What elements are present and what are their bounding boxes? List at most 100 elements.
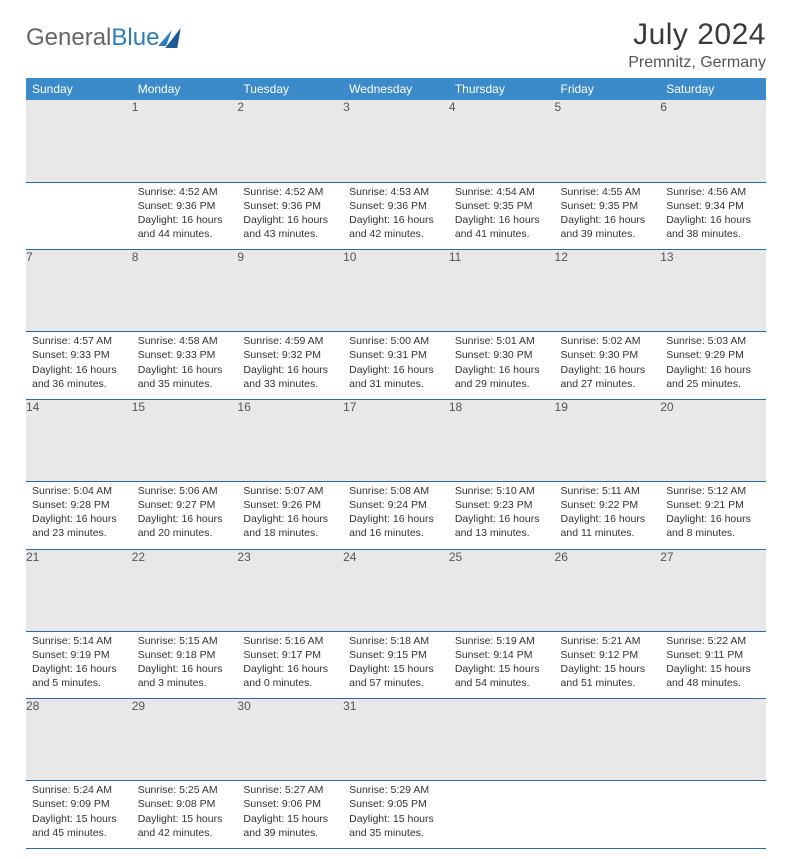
day-cell: Sunrise: 4:52 AMSunset: 9:36 PMDaylight:…: [237, 182, 343, 250]
sunrise-text: Sunrise: 4:57 AM: [32, 334, 126, 348]
daylight-text: Daylight: 15 hours and 35 minutes.: [349, 812, 443, 840]
day-number: 3: [343, 100, 449, 182]
sunset-text: Sunset: 9:34 PM: [666, 199, 760, 213]
day-detail: Sunrise: 5:18 AMSunset: 9:15 PMDaylight:…: [343, 632, 449, 695]
daylight-text: Daylight: 15 hours and 48 minutes.: [666, 662, 760, 690]
sunset-text: Sunset: 9:30 PM: [455, 348, 549, 362]
day-cell: Sunrise: 5:14 AMSunset: 9:19 PMDaylight:…: [26, 631, 132, 699]
sunrise-text: Sunrise: 5:01 AM: [455, 334, 549, 348]
day-cell: [660, 781, 766, 849]
day-number: [26, 100, 132, 182]
day-number: 12: [555, 250, 661, 332]
day-cell: [555, 781, 661, 849]
day-detail: Sunrise: 4:54 AMSunset: 9:35 PMDaylight:…: [449, 183, 555, 246]
day-number: 4: [449, 100, 555, 182]
day-cell: [449, 781, 555, 849]
sunset-text: Sunset: 9:18 PM: [138, 648, 232, 662]
day-detail: Sunrise: 4:52 AMSunset: 9:36 PMDaylight:…: [132, 183, 238, 246]
sunrise-text: Sunrise: 5:19 AM: [455, 634, 549, 648]
sunrise-text: Sunrise: 5:21 AM: [561, 634, 655, 648]
day-cell: Sunrise: 5:08 AMSunset: 9:24 PMDaylight:…: [343, 481, 449, 549]
daylight-text: Daylight: 16 hours and 11 minutes.: [561, 512, 655, 540]
logo: GeneralBlue: [26, 18, 179, 52]
day-cell: Sunrise: 5:07 AMSunset: 9:26 PMDaylight:…: [237, 481, 343, 549]
daylight-text: Daylight: 16 hours and 33 minutes.: [243, 363, 337, 391]
day-number: 2: [237, 100, 343, 182]
sunrise-text: Sunrise: 5:29 AM: [349, 783, 443, 797]
day-detail: Sunrise: 4:57 AMSunset: 9:33 PMDaylight:…: [26, 332, 132, 395]
day-cell: Sunrise: 5:12 AMSunset: 9:21 PMDaylight:…: [660, 481, 766, 549]
day-cell: Sunrise: 5:04 AMSunset: 9:28 PMDaylight:…: [26, 481, 132, 549]
day-detail: Sunrise: 5:29 AMSunset: 9:05 PMDaylight:…: [343, 781, 449, 844]
sunrise-text: Sunrise: 5:02 AM: [561, 334, 655, 348]
day-cell: Sunrise: 5:02 AMSunset: 9:30 PMDaylight:…: [555, 332, 661, 400]
daylight-text: Daylight: 16 hours and 18 minutes.: [243, 512, 337, 540]
day-cell: Sunrise: 5:03 AMSunset: 9:29 PMDaylight:…: [660, 332, 766, 400]
title-block: July 2024 Premnitz, Germany: [628, 18, 766, 72]
daylight-text: Daylight: 16 hours and 8 minutes.: [666, 512, 760, 540]
sunset-text: Sunset: 9:17 PM: [243, 648, 337, 662]
sunset-text: Sunset: 9:21 PM: [666, 498, 760, 512]
day-cell: Sunrise: 4:59 AMSunset: 9:32 PMDaylight:…: [237, 332, 343, 400]
sunset-text: Sunset: 9:27 PM: [138, 498, 232, 512]
calendar-body: 123456Sunrise: 4:52 AMSunset: 9:36 PMDay…: [26, 100, 766, 848]
day-detail: Sunrise: 5:07 AMSunset: 9:26 PMDaylight:…: [237, 482, 343, 545]
sunset-text: Sunset: 9:22 PM: [561, 498, 655, 512]
day-detail: Sunrise: 5:14 AMSunset: 9:19 PMDaylight:…: [26, 632, 132, 695]
day-detail: Sunrise: 4:56 AMSunset: 9:34 PMDaylight:…: [660, 183, 766, 246]
daylight-text: Daylight: 16 hours and 29 minutes.: [455, 363, 549, 391]
day-number: 9: [237, 250, 343, 332]
daylight-text: Daylight: 16 hours and 5 minutes.: [32, 662, 126, 690]
day-header: Sunday: [26, 78, 132, 100]
sunrise-text: Sunrise: 5:00 AM: [349, 334, 443, 348]
calendar-page: GeneralBlue July 2024 Premnitz, Germany …: [0, 0, 792, 859]
day-number: 10: [343, 250, 449, 332]
day-number: 6: [660, 100, 766, 182]
daylight-text: Daylight: 16 hours and 23 minutes.: [32, 512, 126, 540]
day-number: 23: [237, 549, 343, 631]
daylight-text: Daylight: 16 hours and 31 minutes.: [349, 363, 443, 391]
sunrise-text: Sunrise: 5:08 AM: [349, 484, 443, 498]
daylight-text: Daylight: 16 hours and 13 minutes.: [455, 512, 549, 540]
day-number-row: 123456: [26, 100, 766, 182]
daylight-text: Daylight: 16 hours and 25 minutes.: [666, 363, 760, 391]
day-number: 31: [343, 699, 449, 781]
day-detail: Sunrise: 5:08 AMSunset: 9:24 PMDaylight:…: [343, 482, 449, 545]
week-row: Sunrise: 5:24 AMSunset: 9:09 PMDaylight:…: [26, 781, 766, 849]
sunset-text: Sunset: 9:36 PM: [349, 199, 443, 213]
sunrise-text: Sunrise: 5:14 AM: [32, 634, 126, 648]
sunset-text: Sunset: 9:31 PM: [349, 348, 443, 362]
day-cell: Sunrise: 5:16 AMSunset: 9:17 PMDaylight:…: [237, 631, 343, 699]
day-number: 26: [555, 549, 661, 631]
day-number-row: 14151617181920: [26, 399, 766, 481]
logo-mark-icon-2: [166, 28, 182, 48]
day-detail: Sunrise: 5:21 AMSunset: 9:12 PMDaylight:…: [555, 632, 661, 695]
day-cell: Sunrise: 5:18 AMSunset: 9:15 PMDaylight:…: [343, 631, 449, 699]
day-cell: Sunrise: 5:24 AMSunset: 9:09 PMDaylight:…: [26, 781, 132, 849]
day-cell: Sunrise: 5:22 AMSunset: 9:11 PMDaylight:…: [660, 631, 766, 699]
day-cell: [26, 182, 132, 250]
day-number: 5: [555, 100, 661, 182]
day-cell: Sunrise: 5:06 AMSunset: 9:27 PMDaylight:…: [132, 481, 238, 549]
sunset-text: Sunset: 9:14 PM: [455, 648, 549, 662]
sunrise-text: Sunrise: 4:52 AM: [138, 185, 232, 199]
daylight-text: Daylight: 16 hours and 27 minutes.: [561, 363, 655, 391]
day-number-row: 28293031: [26, 699, 766, 781]
day-number: 24: [343, 549, 449, 631]
day-cell: Sunrise: 5:00 AMSunset: 9:31 PMDaylight:…: [343, 332, 449, 400]
day-header: Wednesday: [343, 78, 449, 100]
day-detail: Sunrise: 5:02 AMSunset: 9:30 PMDaylight:…: [555, 332, 661, 395]
day-detail: Sunrise: 5:00 AMSunset: 9:31 PMDaylight:…: [343, 332, 449, 395]
day-number: 27: [660, 549, 766, 631]
day-detail: Sunrise: 4:55 AMSunset: 9:35 PMDaylight:…: [555, 183, 661, 246]
daylight-text: Daylight: 15 hours and 45 minutes.: [32, 812, 126, 840]
header: GeneralBlue July 2024 Premnitz, Germany: [26, 18, 766, 72]
day-detail: Sunrise: 5:12 AMSunset: 9:21 PMDaylight:…: [660, 482, 766, 545]
daylight-text: Daylight: 15 hours and 39 minutes.: [243, 812, 337, 840]
sunset-text: Sunset: 9:05 PM: [349, 797, 443, 811]
day-number: 1: [132, 100, 238, 182]
sunrise-text: Sunrise: 5:11 AM: [561, 484, 655, 498]
daylight-text: Daylight: 16 hours and 44 minutes.: [138, 213, 232, 241]
day-number: [555, 699, 661, 781]
day-cell: Sunrise: 5:19 AMSunset: 9:14 PMDaylight:…: [449, 631, 555, 699]
